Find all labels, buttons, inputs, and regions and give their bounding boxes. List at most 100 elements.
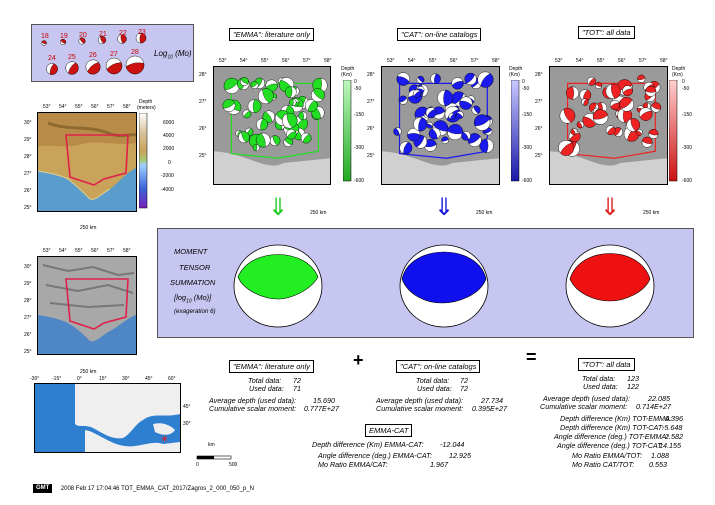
focal-mechanism — [257, 88, 274, 105]
lon-tick: 55° — [75, 248, 83, 254]
target-star-icon: * — [161, 434, 168, 450]
focal-mechanism — [430, 73, 441, 84]
depth-unit: (Km) — [341, 72, 352, 78]
focal-mechanism — [605, 83, 621, 99]
focal-mechanism — [255, 132, 271, 148]
depth-tick-4: -600 — [354, 178, 365, 184]
lat-tick: 26° — [199, 126, 207, 132]
stats-cat-moment-label: Cumulative scalar moment: — [376, 404, 464, 413]
panel-cat-map — [381, 66, 500, 185]
focal-mechanism — [416, 75, 425, 84]
depth-tick-1: -50 — [522, 86, 530, 92]
depth-unit: (Km) — [672, 72, 683, 78]
tot-diff-label-3: Angle difference (deg.) TOT-CAT: — [557, 441, 663, 450]
focal-mechanism — [428, 127, 441, 140]
lon-tick: 57° — [107, 104, 115, 110]
focal-mechanism — [638, 107, 653, 121]
locator-lon-4: 30° — [122, 376, 130, 382]
focal-mechanism — [576, 120, 584, 129]
focal-mechanism — [626, 118, 640, 132]
footer-text: 2008 Feb 17 17:04:46 TOT_EMMA_CAT_2017/Z… — [60, 485, 254, 492]
depth-tick-0: 0 — [682, 79, 685, 85]
lon-tick: 53° — [43, 104, 51, 110]
focal-mechanism — [579, 89, 592, 101]
tot-diff-value-0: 6.396 — [665, 414, 683, 423]
focal-mechanism — [637, 74, 646, 83]
lat-tick: 25° — [535, 153, 543, 159]
focal-mechanism — [619, 96, 634, 112]
focal-mechanism — [281, 112, 298, 129]
focal-mechanism — [459, 96, 473, 110]
lat-tick: 29° — [24, 281, 32, 287]
stats-cat-total: 72 — [460, 376, 468, 385]
focal-mechanism — [298, 111, 308, 121]
lat-tick: 25° — [199, 153, 207, 159]
stats-cat-depth: 27.734 — [481, 396, 503, 405]
magnitude-axis-label: Log10 (Mo) — [154, 49, 192, 61]
magnitude-legend: 18 19 20 21 22 23 24 25 26 27 28 Log10 (… — [31, 24, 194, 82]
sea-area — [214, 151, 330, 184]
depth-title: Depth — [672, 66, 686, 72]
legend-ball-5 — [135, 32, 147, 44]
lat-tick: 28° — [24, 154, 32, 160]
stats-tot-moment-label: Cumulative scalar moment: — [540, 402, 628, 411]
legend-ball-1 — [60, 39, 66, 45]
focal-mechanism — [223, 77, 240, 94]
focal-mechanism — [399, 141, 413, 155]
focal-mechanism — [559, 107, 576, 124]
legend-ball-0 — [41, 40, 47, 46]
elevation-unit: (meters) — [137, 105, 156, 111]
elevation-tick-0: 6000 — [163, 120, 175, 126]
lat-tick: 28° — [199, 72, 207, 78]
focal-mechanism — [398, 95, 408, 105]
focal-mechanism — [570, 128, 578, 136]
magnitude-label-3: 21 — [99, 31, 107, 38]
lon-tick: 54° — [59, 248, 67, 254]
focal-mechanism — [407, 128, 421, 142]
focal-mechanism — [425, 107, 437, 119]
focal-mechanism — [609, 99, 620, 110]
focal-mechanism — [239, 77, 249, 87]
magnitude-label-5: 23 — [138, 29, 146, 36]
lat-tick: 27° — [24, 315, 32, 321]
tot-diff-value-1: -5.648 — [662, 423, 683, 432]
summation-line-5: (exageration 6) — [174, 308, 216, 315]
summation-line-4: [log10 (Mo)] — [174, 293, 212, 305]
focal-mechanism — [479, 138, 494, 153]
footer: GMT 2008 Feb 17 17:04:46 TOT_EMMA_CAT_20… — [33, 480, 254, 498]
emma-cat-value-2: 1.967 — [430, 460, 448, 469]
depth-unit: (Km) — [509, 72, 520, 78]
depth-tick-4: -600 — [682, 178, 693, 184]
arrow-down-red-icon: ⇓ — [600, 194, 621, 221]
lat-tick: 25° — [24, 349, 32, 355]
panel-emma-title: "EMMA": literature only — [229, 28, 315, 41]
focal-mechanism — [252, 144, 260, 152]
stats-emma-depth: 15.690 — [313, 396, 335, 405]
panel-emma-map — [213, 66, 331, 185]
focal-mechanism — [650, 102, 662, 113]
lat-tick: 30° — [24, 264, 32, 270]
focal-mechanism — [464, 72, 477, 86]
lat-tick: 25° — [367, 153, 375, 159]
topo-map-image — [38, 113, 136, 211]
lon-tick: 55° — [597, 58, 605, 64]
panel-tot-map — [549, 66, 668, 185]
beachball-tot — [565, 244, 655, 328]
stats-tot-depth: 22.085 — [648, 394, 670, 403]
lat-tick: 27° — [24, 171, 32, 177]
stats-emma-total: 72 — [293, 376, 301, 385]
lon-tick: 56° — [450, 58, 458, 64]
panel-emma-depth-colorbar — [343, 80, 352, 182]
focal-mechanism — [393, 127, 402, 136]
panel-tot-mechanisms — [550, 67, 667, 184]
panel-cat-title: "CAT": on-line catalogs — [397, 28, 482, 41]
sea-area — [550, 151, 667, 184]
sea-area — [382, 151, 499, 184]
stats-tot-used: 122 — [627, 382, 639, 391]
stats-cat-moment: 0.395E+27 — [472, 404, 507, 413]
stats-cat-depth-label: Average depth (used data): — [376, 396, 463, 405]
legend-ball-7 — [65, 61, 79, 75]
magnitude-label-4: 22 — [119, 30, 127, 37]
tot-diff-label-1: Depth difference (Km) TOT-CAT: — [560, 423, 664, 432]
panel-emma-scale: 250 km — [310, 210, 327, 216]
